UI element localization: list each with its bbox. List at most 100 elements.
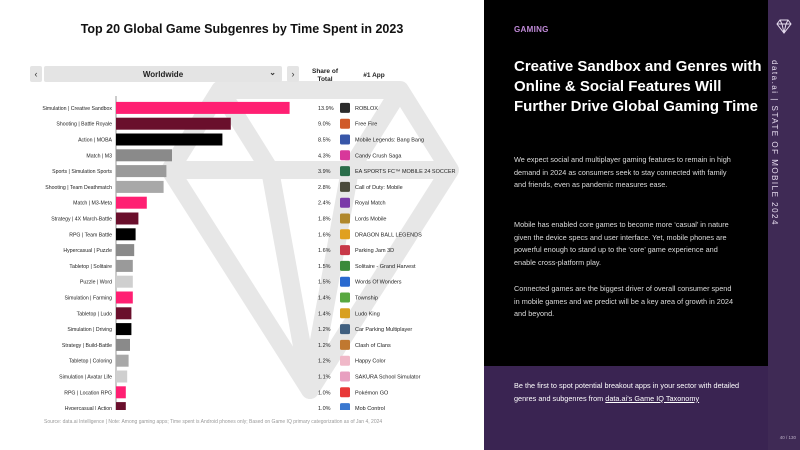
app-icon [340,197,350,208]
top-app-label: DRAGON BALL LEGENDS [355,232,422,238]
category-label: Simulation | Avatar Life [59,375,112,381]
category-label: Puzzle | Word [80,280,112,286]
bar [116,370,128,383]
bar [116,101,290,114]
share-label: 2.4% [318,201,331,207]
bar [116,133,223,146]
game-iq-taxonomy-link[interactable]: data.ai’s Game IQ Taxonomy [605,393,700,403]
share-label: 1.6% [318,248,331,254]
category-label: Shooting | Team Deathmatch [45,185,112,191]
app-icon [340,134,350,145]
diamond-logo-icon [776,19,792,34]
share-label: 4.3% [318,153,331,159]
app-icon [340,276,350,287]
category-label: Simulation | Creative Sandbox [42,106,112,112]
share-label: 8.5% [318,138,331,144]
category-label: RPG | Team Battle [69,232,112,238]
top-app-label: Clash of Clans [355,343,391,349]
top-app-label: Lords Mobile [355,217,387,223]
prev-region-button[interactable]: ‹ [30,66,42,82]
app-icon [340,403,350,410]
top-app-label: Pokémon GO [355,390,389,396]
share-label: 1.5% [318,264,331,270]
app-icon [340,324,350,335]
share-label: 1.1% [318,375,331,381]
top-app-label: Royal Match [355,201,386,207]
share-label: 1.4% [318,311,331,317]
share-label: 1.8% [318,217,331,223]
category-label: Hypercasual | Action [65,406,112,410]
insight-panel: GAMING Creative Sandbox and Genres with … [484,0,768,450]
top-app-label: Mobile Legends: Bang Bang [355,138,424,144]
share-label: 1.2% [318,343,331,349]
chart-title: Top 20 Global Game Subgenres by Time Spe… [80,22,404,36]
top-app-label: Words Of Wonders [355,280,402,286]
app-icon [340,308,350,319]
category-label: Tabletop | Solitaire [69,264,112,270]
side-strip: data.ai | STATE OF MOBILE 2024 40 / 130 [768,0,800,450]
top-app-label: Ludo King [355,311,380,317]
app-icon [340,118,350,129]
bar [116,196,147,209]
category-label: RPG | Location RPG [64,390,112,396]
top-app-label: Mob Control [355,406,385,410]
share-label: 1.0% [318,390,331,396]
paragraph-3: Connected games are the biggest driver o… [514,284,734,318]
bar [116,244,135,257]
share-label: 3.9% [318,169,331,175]
bar [116,212,139,225]
next-region-button[interactable]: › [287,66,299,82]
bar [116,402,126,410]
app-icon [340,245,350,256]
bar [116,307,132,320]
paragraph-1: We expect social and multiplayer gaming … [514,155,731,189]
category-label: Shooting | Battle Royale [56,122,112,128]
region-dropdown-value: Worldwide [142,69,184,79]
category-label: Strategy | Build-Battle [62,343,112,349]
category-label: Tabletop | Ludo [77,311,112,317]
app-icon [340,102,350,113]
app-icon [340,150,350,161]
top-app-label: Free Fire [355,122,377,128]
diamond-watermark-icon [161,81,459,399]
cta-body: Be the first to spot potential breakout … [514,381,740,403]
top-app-label: Candy Crush Saga [355,153,402,159]
app-icon [340,181,350,192]
top-app-label: Happy Color [355,359,386,365]
category-label: Action | MOBA [78,138,112,144]
bar [116,386,126,399]
bar-chart: Simulation | Creative Sandbox 13.9% ROBLOX… [42,96,455,410]
app-icon [340,387,350,398]
category-label: Sports | Simulation Sports [52,169,112,175]
category-label: Match | M3 [86,153,112,159]
bar [116,228,136,241]
bar [116,354,129,367]
bar [116,323,132,336]
top-app-label: SAKURA School Simulator [355,375,421,381]
app-icon [340,371,350,382]
share-column-header: Share of Total [305,68,345,84]
source-footnote: Source: data.ai Intelligence | Note: Amo… [44,419,383,425]
region-dropdown[interactable]: Worldwide ⌄ [44,66,282,82]
page-number: 40 / 130 [779,435,796,440]
category-label: Match | M3-Meta [73,201,112,207]
chart-panel: Top 20 Global Game Subgenres by Time Spe… [30,22,459,425]
share-label: 1.6% [318,232,331,238]
share-label: 1.0% [318,406,331,410]
app-icon [340,166,350,177]
share-label: 1.5% [318,280,331,286]
cta-box: Be the first to spot potential breakout … [484,366,768,450]
category-label: Tabletop | Coloring [69,359,112,365]
app-icon [340,292,350,303]
app-icon [340,339,350,350]
app-column-header: #1 App [363,72,385,79]
share-label: 2.8% [318,185,331,191]
share-label: 1.2% [318,327,331,333]
top-app-label: ROBLOX [355,106,378,112]
share-label: 1.2% [318,359,331,365]
share-label: 1.4% [318,296,331,302]
paragraph-2: Mobile has enabled core games to become … [514,220,729,267]
bar [116,259,133,272]
top-app-label: Car Parking Multiplayer [355,327,412,333]
share-label: 9.0% [318,122,331,128]
